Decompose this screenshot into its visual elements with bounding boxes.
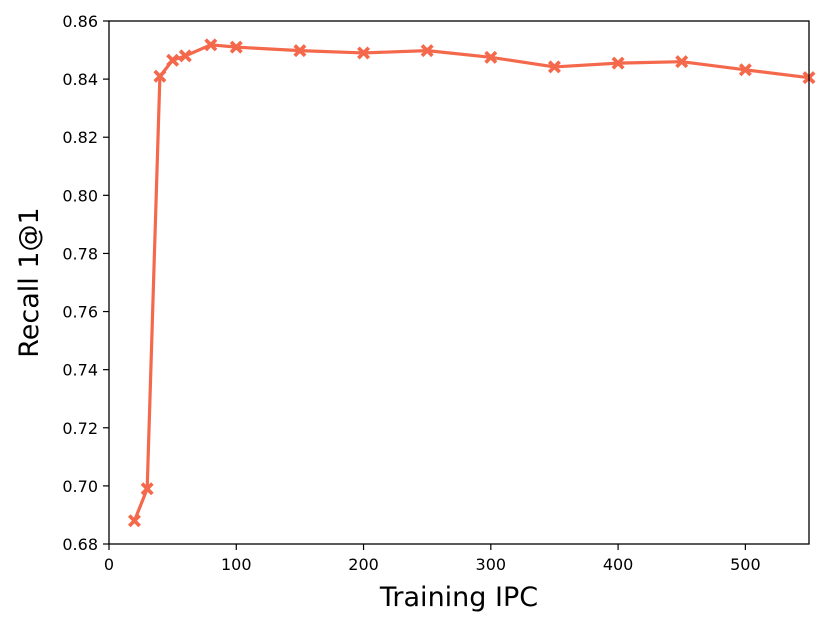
series-line [132,43,810,522]
x-axis-title: Training IPC [379,582,538,613]
data-point-marker [153,69,167,83]
data-point-marker [420,44,434,58]
y-tick-label: 0.68 [62,535,98,554]
data-point-marker [611,56,625,70]
y-axis-title: Recall 1@1 [14,207,45,358]
series-layer [127,38,816,528]
data-point-marker [166,53,180,67]
ticks-layer: 0 100 200 300 400 500 0.68 0.70 0.72 0.74 0.76 0.78… [62,12,760,574]
data-point-marker [140,482,154,496]
x-tick-label: 300 [476,555,507,574]
x-tick-label: 0 [104,555,114,574]
x-tick-label: 200 [348,555,379,574]
data-point-marker [229,40,243,54]
y-tick-label: 0.82 [62,128,98,147]
y-tick-label: 0.72 [62,419,98,438]
data-point-marker [127,514,141,528]
data-point-marker [675,55,689,69]
y-tick-label: 0.70 [62,477,98,496]
data-point-marker [178,49,192,63]
data-point-marker [204,38,218,52]
y-tick-label: 0.78 [62,244,98,263]
y-tick-label: 0.84 [62,70,98,89]
x-tick-label: 400 [603,555,634,574]
data-point-marker [357,46,371,60]
x-tick-label: 100 [221,555,252,574]
y-tick-label: 0.80 [62,186,98,205]
data-point-marker [484,50,498,64]
plot-area-frame [108,20,810,545]
y-tick-label: 0.76 [62,303,98,322]
y-tick-label: 0.74 [62,361,98,380]
data-point-marker [738,63,752,77]
y-tick-label: 0.86 [62,12,98,31]
x-tick-label: 500 [730,555,761,574]
data-point-marker [547,60,561,74]
data-point-marker [293,44,307,58]
